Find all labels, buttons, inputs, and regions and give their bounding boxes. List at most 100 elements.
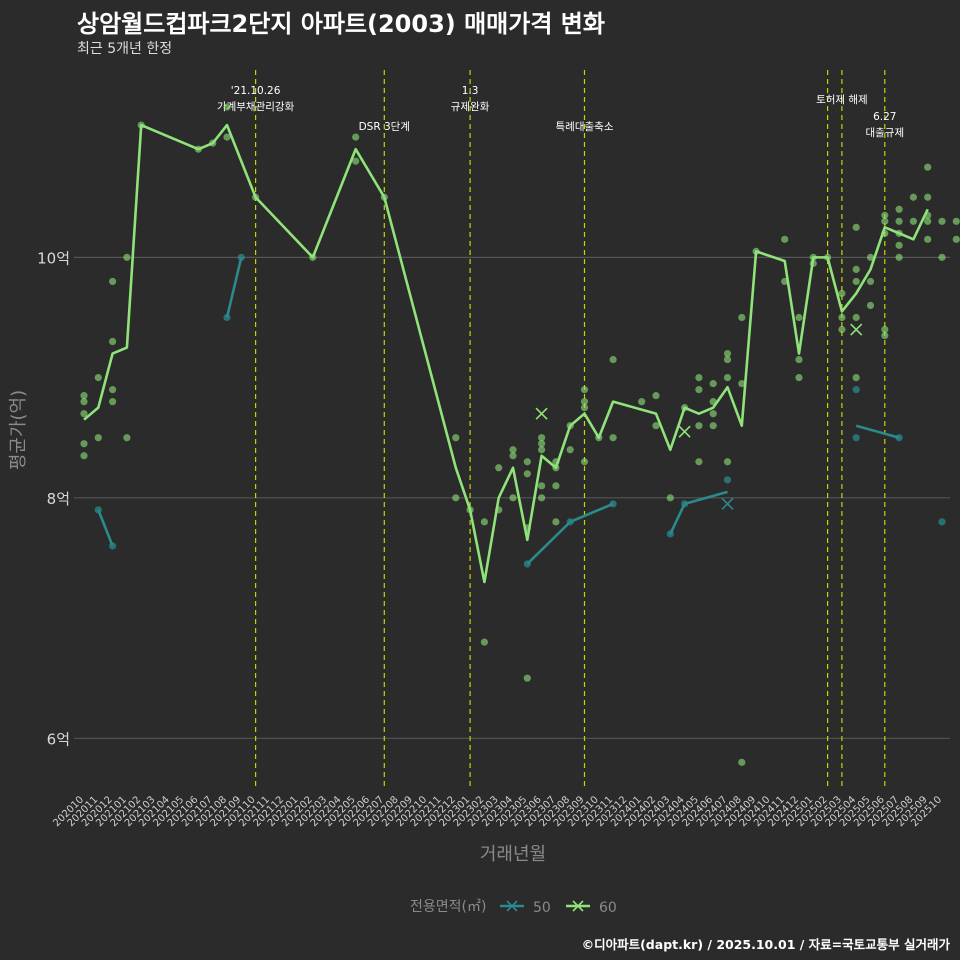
legend-key-cross bbox=[506, 900, 518, 912]
series-50-cross bbox=[721, 497, 734, 510]
series-50-point bbox=[609, 500, 617, 508]
series-60-point bbox=[509, 452, 517, 460]
series-60-point bbox=[94, 434, 102, 442]
event-annotation: 대출규제 bbox=[865, 127, 904, 139]
event-annotation: '21.10.26 bbox=[231, 85, 281, 97]
series-60-point bbox=[452, 494, 460, 502]
series-60-point bbox=[895, 205, 903, 213]
series-60-point bbox=[881, 331, 889, 340]
series-60-point bbox=[795, 313, 803, 322]
series-60-point bbox=[852, 277, 860, 286]
y-tick-label: 10억 bbox=[37, 249, 70, 267]
series-60-point bbox=[924, 235, 932, 243]
series-50-point bbox=[681, 500, 689, 508]
series-60-point bbox=[895, 241, 903, 249]
series-60-point bbox=[909, 193, 918, 201]
series-60-point bbox=[538, 494, 546, 502]
series-60-point bbox=[480, 518, 488, 526]
series-60-point bbox=[781, 235, 789, 243]
event-annotation: 토허제 해제 bbox=[816, 93, 868, 106]
series-60-point bbox=[881, 211, 889, 219]
series-50-point bbox=[94, 506, 102, 514]
series-60-point bbox=[852, 313, 860, 322]
series-60-point bbox=[452, 434, 460, 442]
series-60-point bbox=[723, 458, 732, 466]
series-60-point bbox=[695, 458, 703, 466]
legend-title: 전용면적(㎡) bbox=[410, 899, 486, 915]
y-tick-label: 6억 bbox=[47, 730, 70, 748]
source-caption: ©디아파트(dapt.kr) / 2025.10.01 / 자료=국토교통부 실… bbox=[581, 937, 950, 952]
series-60-point bbox=[909, 217, 918, 225]
series-60-point bbox=[352, 133, 360, 141]
y-tick-label: 8억 bbox=[47, 490, 70, 508]
event-annotation: DSR 3단계 bbox=[359, 121, 410, 133]
chart-title: 상암월드컵파크2단지 아파트(2003) 매매가격 변화 bbox=[77, 10, 605, 38]
series-60-point bbox=[123, 434, 131, 442]
series-60-cross bbox=[678, 425, 691, 438]
series-60-point bbox=[609, 355, 617, 364]
series-60-point bbox=[924, 217, 932, 225]
series-60-point bbox=[723, 355, 732, 364]
series-60-point bbox=[523, 458, 531, 466]
series-60-point bbox=[738, 380, 746, 388]
series-60-point bbox=[509, 446, 517, 454]
series-60-point bbox=[924, 193, 932, 201]
series-60-point bbox=[838, 289, 846, 298]
series-60-point bbox=[666, 494, 674, 502]
series-50-point bbox=[852, 434, 860, 442]
event-annotation: 규제완화 bbox=[451, 100, 490, 113]
x-axis-title: 거래년월 bbox=[480, 844, 546, 865]
series-60-point bbox=[952, 217, 960, 225]
series-50-point bbox=[895, 434, 903, 442]
series-50-point bbox=[566, 518, 574, 526]
series-60-point bbox=[352, 157, 360, 165]
series-50-point bbox=[938, 518, 946, 526]
event-annotation: 가계부채관리강화 bbox=[217, 101, 295, 113]
series-50-point bbox=[223, 313, 231, 322]
series-60-point bbox=[852, 223, 860, 231]
legend-key-cross bbox=[572, 900, 584, 912]
series-60-point bbox=[866, 277, 875, 286]
series-60-point bbox=[738, 758, 746, 766]
series-60-point bbox=[80, 440, 88, 448]
series-60-point bbox=[695, 386, 703, 394]
series-60-point bbox=[94, 374, 102, 382]
series-60-point bbox=[566, 446, 574, 454]
series-60-point bbox=[938, 217, 946, 225]
series-50-line bbox=[225, 257, 243, 318]
series-60-line bbox=[83, 123, 929, 584]
series-60-point bbox=[538, 446, 546, 454]
series-60-point bbox=[895, 253, 903, 261]
series-60-point bbox=[223, 133, 231, 141]
series-60-point bbox=[80, 398, 88, 406]
series-60-point bbox=[938, 253, 946, 261]
series-60-cross bbox=[850, 323, 863, 336]
series-60-point bbox=[838, 313, 846, 322]
event-annotation: 특례대출축소 bbox=[556, 121, 614, 133]
series-60-point bbox=[852, 265, 860, 273]
series-60-point bbox=[881, 217, 889, 225]
event-annotation: 6.27 bbox=[873, 111, 896, 123]
series-50-line bbox=[526, 502, 614, 565]
series-60-point bbox=[480, 638, 488, 646]
series-50-point bbox=[666, 530, 674, 538]
legend-label: 60 bbox=[599, 900, 617, 916]
series-60-point bbox=[580, 398, 589, 406]
series-60-point bbox=[609, 434, 617, 442]
series-60-point bbox=[952, 235, 960, 243]
series-60-point bbox=[552, 482, 560, 490]
legend-label: 50 bbox=[533, 900, 551, 916]
series-60-point bbox=[538, 482, 546, 490]
series-60-point bbox=[538, 434, 546, 442]
series-60-point bbox=[895, 217, 903, 225]
series-60-point bbox=[523, 674, 531, 682]
series-60-point bbox=[723, 374, 732, 382]
series-60-point bbox=[552, 518, 560, 526]
series-60-point bbox=[852, 374, 860, 382]
series-60-point bbox=[652, 422, 660, 430]
series-60-point bbox=[538, 440, 546, 448]
series-60-point bbox=[523, 470, 531, 478]
series-60-point bbox=[109, 398, 117, 406]
series-60-cross bbox=[535, 407, 548, 420]
series-60-point bbox=[738, 313, 746, 322]
